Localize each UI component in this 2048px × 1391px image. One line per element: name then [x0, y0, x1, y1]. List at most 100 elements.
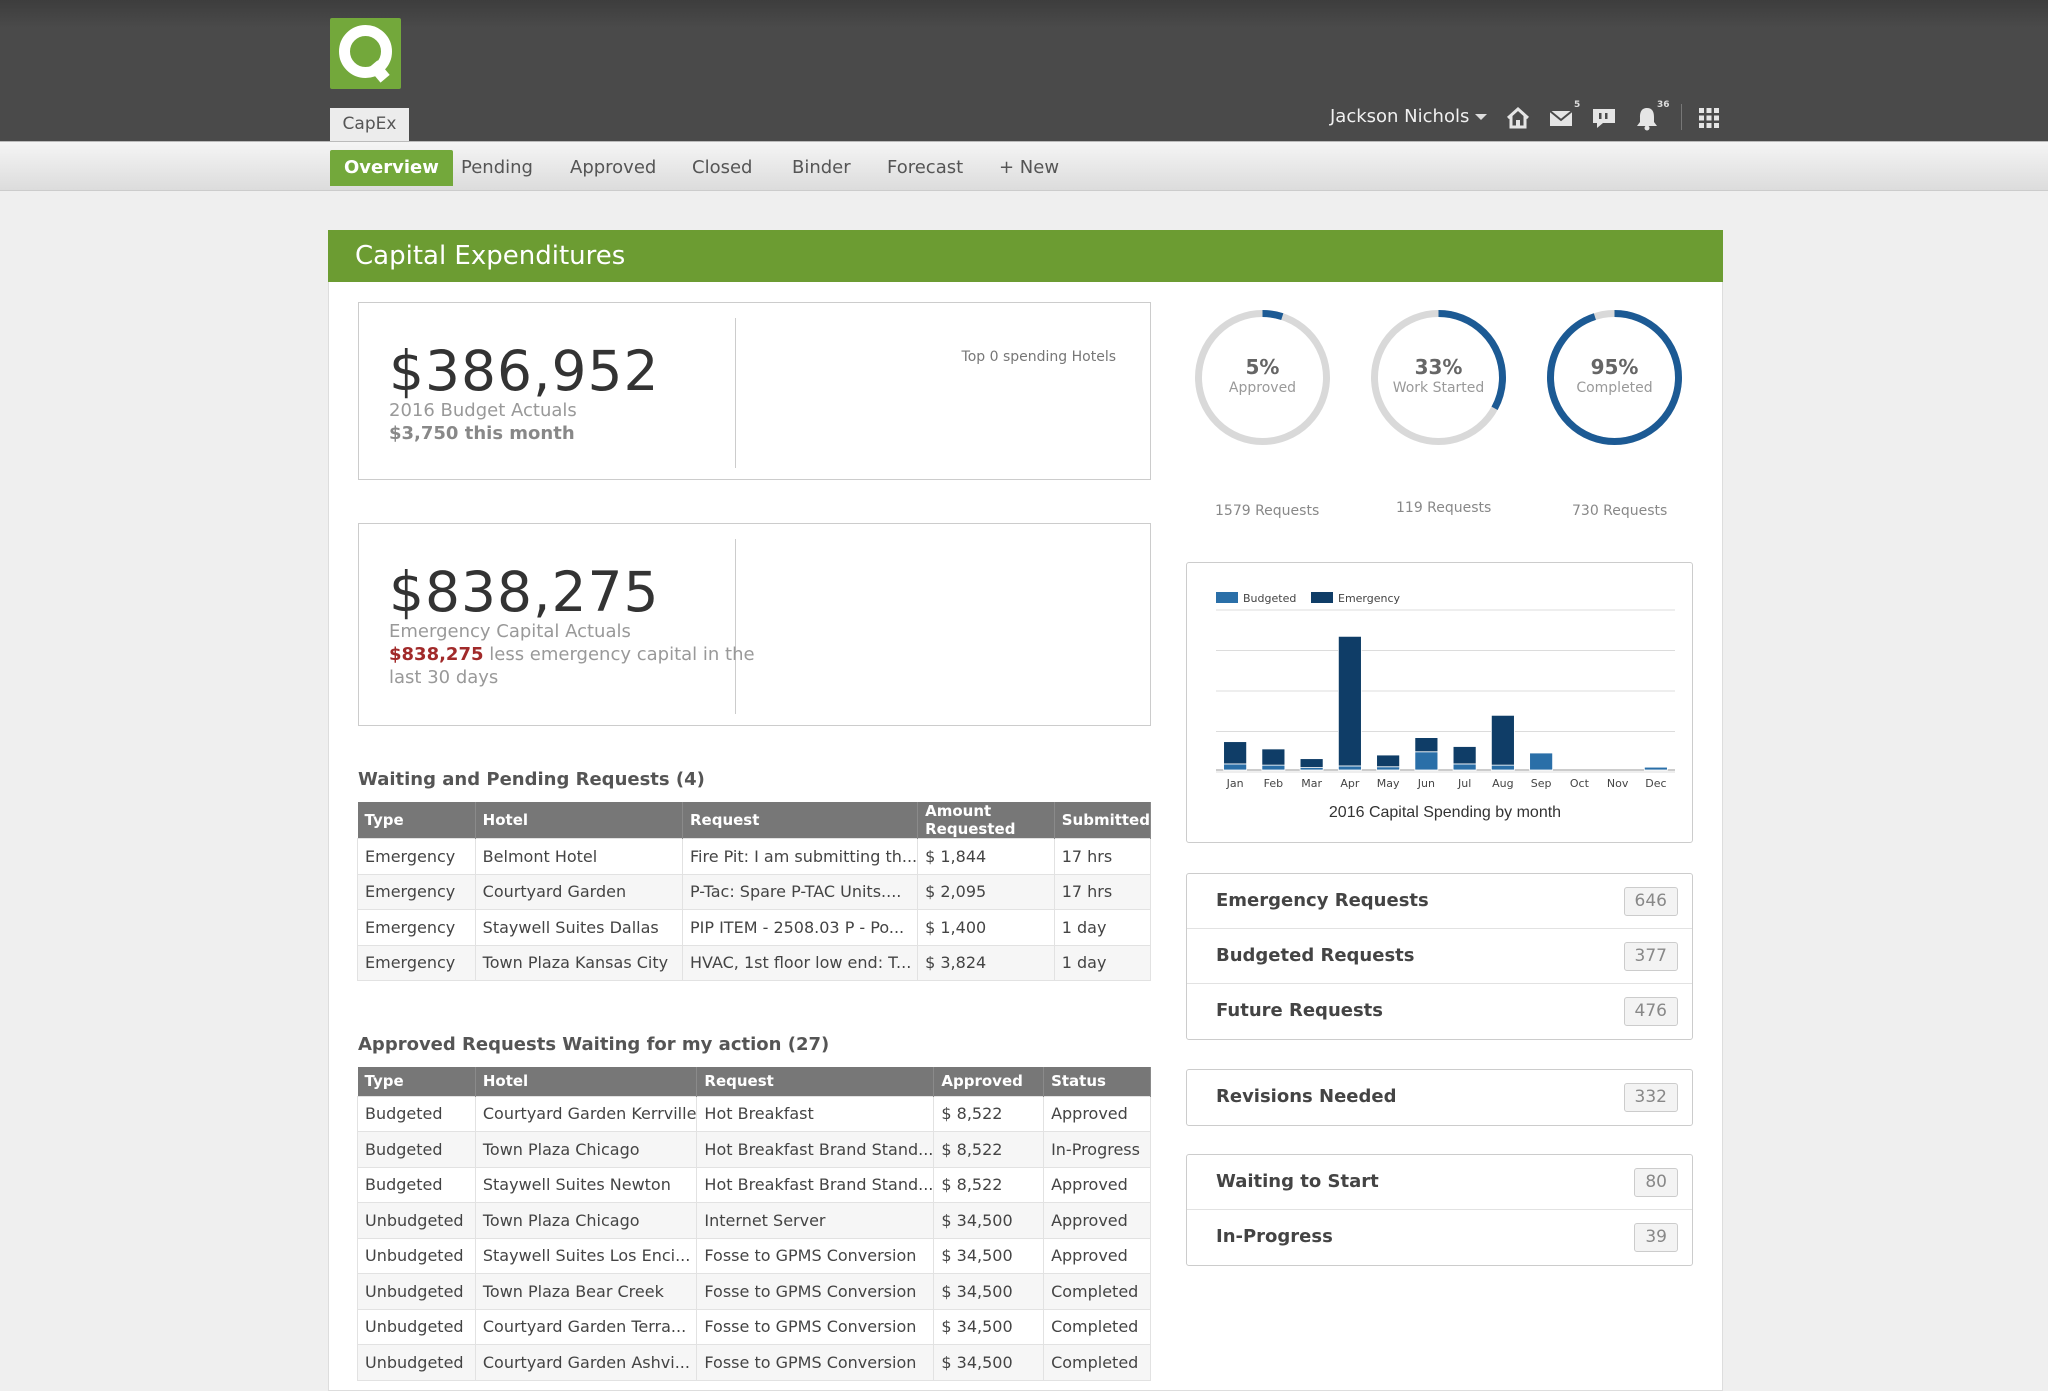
home-icon[interactable]: [1504, 104, 1532, 132]
app-tab-capex[interactable]: CapEx: [330, 108, 409, 141]
list-item[interactable]: Waiting to Start 80: [1187, 1155, 1692, 1210]
table-cell: Emergency: [357, 838, 476, 875]
legend-label: Emergency: [1338, 592, 1401, 605]
chart-tick-label: Apr: [1340, 777, 1360, 790]
table-row[interactable]: Unbudgeted Town Plaza Bear Creek Fosse to …: [357, 1273, 1151, 1310]
col-request[interactable]: Request: [682, 802, 919, 839]
col-submitted[interactable]: Submitted: [1054, 802, 1152, 839]
completed-donut[interactable]: 95% Completed: [1542, 305, 1687, 450]
chart-bar[interactable]: [1414, 737, 1439, 753]
table-cell: Staywell Suites Los Enci...: [474, 1237, 698, 1274]
table-cell: PIP ITEM - 2508.03 P - Po...: [681, 909, 919, 946]
table-cell: Hot Breakfast Brand Stand...: [696, 1166, 935, 1203]
table-row[interactable]: Emergency Belmont Hotel Fire Pit: I am sub…: [357, 838, 1152, 875]
tab-overview[interactable]: Overview: [330, 150, 453, 186]
table-cell: P-Tac: Spare P-TAC Units....: [681, 873, 919, 910]
list-item[interactable]: Budgeted Requests 377: [1187, 929, 1692, 984]
tab-binder[interactable]: Binder: [792, 157, 851, 178]
completed-requests-count[interactable]: 730 Requests: [1572, 503, 1668, 519]
list-item[interactable]: Revisions Needed 332: [1187, 1070, 1692, 1125]
chart-bar[interactable]: [1452, 763, 1477, 771]
emergency-amount: $838,275: [389, 560, 660, 624]
list-item[interactable]: Emergency Requests 646: [1187, 874, 1692, 929]
table-row[interactable]: Unbudgeted Courtyard Garden Ashvi... Fosse…: [357, 1344, 1151, 1381]
chart-bar[interactable]: [1299, 758, 1324, 768]
toolbar-divider: [1681, 104, 1682, 130]
tab-forecast[interactable]: Forecast: [887, 157, 964, 178]
chart-bar[interactable]: [1376, 754, 1401, 768]
list-item[interactable]: In-Progress 39: [1187, 1210, 1692, 1265]
table-cell: Fosse to GPMS Conversion: [696, 1273, 935, 1310]
table-cell: Completed: [1043, 1273, 1151, 1310]
table-cell: Courtyard Garden Terra...: [474, 1308, 698, 1345]
donut-ring: [1547, 310, 1682, 445]
chart-bar[interactable]: [1490, 764, 1515, 771]
work-started-donut[interactable]: 33% Work Started: [1366, 305, 1511, 450]
tab-new[interactable]: + New: [999, 157, 1060, 178]
budget-month: $3,750 this month: [389, 423, 575, 444]
col-approved[interactable]: Approved: [933, 1067, 1045, 1096]
table-row[interactable]: Budgeted Staywell Suites Newton Hot Breakf…: [357, 1166, 1151, 1203]
chart-bar[interactable]: [1337, 765, 1362, 771]
count-badge: 377: [1623, 942, 1678, 971]
table-cell: $ 8,522: [933, 1095, 1045, 1132]
table-row[interactable]: Emergency Town Plaza Kansas City HVAC, 1st…: [357, 944, 1152, 981]
table-row[interactable]: Unbudgeted Town Plaza Chicago Internet Ser…: [357, 1202, 1151, 1239]
user-menu[interactable]: Jackson Nichols: [1330, 106, 1488, 127]
col-type[interactable]: Type: [357, 802, 476, 839]
spending-chart-card: Budgeted Emergency Jan Feb Mar Apr May Jun Jul Au…: [1186, 562, 1693, 843]
chart-bar[interactable]: [1337, 635, 1362, 767]
chart-bar[interactable]: [1490, 714, 1515, 766]
approved-donut[interactable]: 5% Approved: [1190, 305, 1335, 450]
table-cell: Unbudgeted: [357, 1344, 476, 1381]
chart-tick-label: Oct: [1570, 777, 1590, 790]
col-status[interactable]: Status: [1043, 1067, 1151, 1096]
chart-bar[interactable]: [1376, 766, 1401, 771]
list-item-label: In-Progress: [1216, 1226, 1333, 1247]
chart-tick-label: Jul: [1457, 777, 1471, 790]
table-row[interactable]: Budgeted Courtyard Garden Kerrville Hot Br…: [357, 1095, 1151, 1132]
bell-icon[interactable]: [1633, 104, 1661, 132]
table-cell: Staywell Suites Dallas: [474, 909, 683, 946]
count-badge: 646: [1623, 887, 1678, 916]
caret-down-icon: [1475, 114, 1488, 120]
table-row[interactable]: Emergency Staywell Suites Dallas PIP ITEM …: [357, 909, 1152, 946]
chart-bar[interactable]: [1529, 752, 1554, 771]
list-item[interactable]: Future Requests 476: [1187, 984, 1692, 1039]
table-row[interactable]: Unbudgeted Staywell Suites Los Enci... Fos…: [357, 1237, 1151, 1274]
chart-bar[interactable]: [1223, 763, 1248, 771]
apps-grid-icon[interactable]: [1695, 104, 1723, 132]
col-amount[interactable]: Amount Requested: [917, 802, 1055, 839]
table-row[interactable]: Emergency Courtyard Garden P-Tac: Spare P-…: [357, 873, 1152, 910]
table-row[interactable]: Unbudgeted Courtyard Garden Terra... Fosse…: [357, 1308, 1151, 1345]
col-type[interactable]: Type: [357, 1067, 476, 1096]
work-started-requests-count[interactable]: 119 Requests: [1396, 500, 1492, 516]
pending-title: Waiting and Pending Requests (4): [358, 769, 705, 790]
top-spending-hotels[interactable]: Top 0 spending Hotels: [961, 349, 1116, 365]
chart-bar[interactable]: [1261, 764, 1286, 771]
budget-label: 2016 Budget Actuals: [389, 400, 577, 421]
chat-icon[interactable]: [1590, 104, 1618, 132]
table-cell: Emergency: [357, 873, 476, 910]
chart-bar[interactable]: [1261, 748, 1286, 766]
col-hotel[interactable]: Hotel: [475, 1067, 698, 1096]
col-request[interactable]: Request: [696, 1067, 935, 1096]
donut-label: Completed: [1576, 380, 1653, 396]
count-badge: 80: [1634, 1168, 1678, 1197]
progress-list: Waiting to Start 80 In-Progress 39: [1186, 1154, 1693, 1266]
mail-icon[interactable]: [1547, 104, 1575, 132]
table-row[interactable]: Budgeted Town Plaza Chicago Hot Breakfast …: [357, 1131, 1151, 1168]
chart-bar[interactable]: [1452, 746, 1477, 765]
tab-pending[interactable]: Pending: [461, 157, 533, 178]
chart-bar[interactable]: [1643, 766, 1668, 771]
approved-requests-count[interactable]: 1579 Requests: [1215, 503, 1320, 519]
tab-approved[interactable]: Approved: [570, 157, 657, 178]
chart-bar[interactable]: [1414, 751, 1439, 771]
table-cell: HVAC, 1st floor low end: T...: [681, 944, 919, 981]
col-hotel[interactable]: Hotel: [475, 802, 683, 839]
tab-closed[interactable]: Closed: [692, 157, 753, 178]
chart-tick-label: Aug: [1492, 777, 1513, 790]
chart-bar[interactable]: [1223, 741, 1248, 765]
app-logo[interactable]: [330, 18, 401, 89]
table-cell: $ 8,522: [933, 1166, 1045, 1203]
